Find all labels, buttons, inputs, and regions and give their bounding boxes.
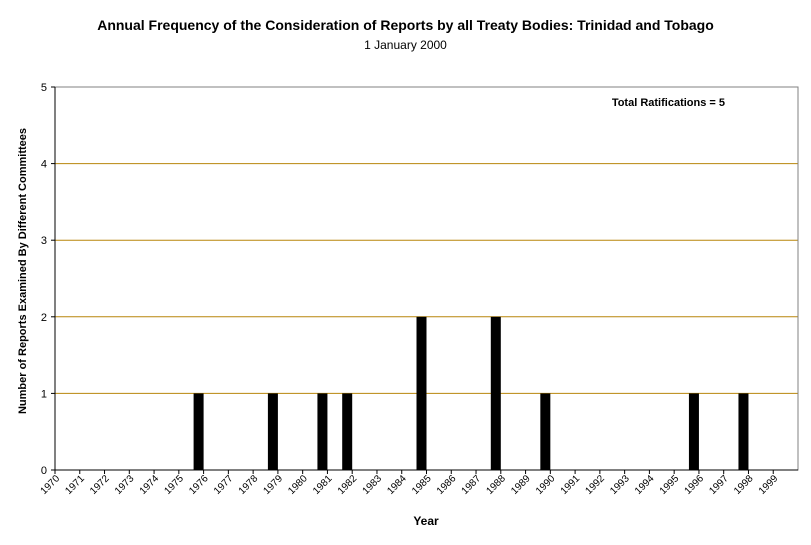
- x-tick-label: 1971: [63, 473, 87, 497]
- y-axis: 0 1 2 3 4 5: [41, 82, 56, 477]
- x-tick-label: 1973: [113, 473, 137, 497]
- y-tick-label: 5: [41, 82, 47, 94]
- x-axis: 1970 1971 1972 1973 1974 1975 1976 1977 1978 1979…: [39, 469, 798, 497]
- x-tick-label: 1984: [385, 473, 409, 497]
- chart-title: Annual Frequency of the Consideration of…: [97, 17, 714, 33]
- x-tick-label: 1981: [311, 473, 335, 497]
- bar-1984: [416, 316, 427, 470]
- bar-1989: [540, 393, 551, 470]
- x-tick-label: 1996: [683, 473, 707, 497]
- x-tick-label: 1979: [262, 473, 286, 497]
- x-tick-label: 1985: [410, 473, 434, 497]
- x-tick-label: 1976: [187, 473, 211, 497]
- x-tick-label: 1999: [757, 473, 781, 497]
- x-tick-label: 1993: [608, 473, 632, 497]
- x-tick-label: 1986: [435, 473, 459, 497]
- y-tick-label: 2: [41, 312, 47, 324]
- y-tick-label: 4: [41, 159, 47, 171]
- total-ratifications-annotation: Total Ratifications = 5: [612, 97, 725, 109]
- x-tick-label: 1997: [707, 473, 731, 497]
- bar-1975: [193, 393, 204, 470]
- y-axis-label: Number of Reports Examined By Different …: [17, 128, 29, 414]
- x-tick-label: 1990: [534, 473, 558, 497]
- bar-1995: [688, 393, 699, 470]
- x-tick-label: 1977: [212, 473, 236, 497]
- x-tick-label: 1995: [658, 473, 682, 497]
- bars: [193, 316, 749, 470]
- x-tick-label: 1983: [361, 473, 385, 497]
- x-tick-label: 1987: [460, 473, 484, 497]
- x-tick-label: 1975: [162, 473, 186, 497]
- x-tick-label: 1998: [732, 473, 756, 497]
- bar-1987: [490, 316, 501, 470]
- x-tick-label: 1989: [509, 473, 533, 497]
- bar-1997: [738, 393, 749, 470]
- x-axis-label: Year: [413, 514, 439, 528]
- x-tick-label: 1972: [88, 473, 112, 497]
- bar-1978: [267, 393, 278, 470]
- x-tick-label: 1978: [237, 473, 261, 497]
- y-tick-label: 1: [41, 388, 47, 400]
- y-tick-label: 3: [41, 235, 47, 247]
- x-tick-label: 1982: [336, 473, 360, 497]
- x-tick-label: 1991: [559, 473, 583, 497]
- x-tick-label: 1994: [633, 473, 657, 497]
- x-tick-label: 1974: [138, 473, 162, 497]
- y-tick-label: 0: [41, 465, 47, 477]
- bar-1980: [317, 393, 328, 470]
- x-tick-label: 1980: [286, 473, 310, 497]
- x-tick-label: 1988: [484, 473, 508, 497]
- chart-subtitle: 1 January 2000: [364, 38, 447, 52]
- x-tick-label: 1992: [583, 473, 607, 497]
- bar-1981: [342, 393, 353, 470]
